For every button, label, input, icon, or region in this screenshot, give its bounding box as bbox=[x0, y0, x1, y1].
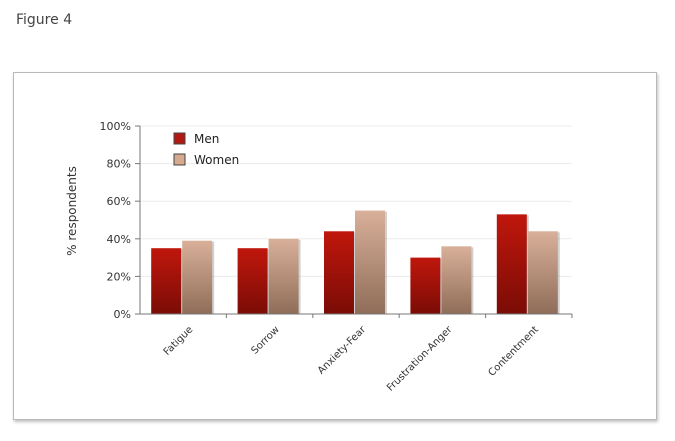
y-tick-label: 80% bbox=[107, 158, 131, 171]
x-tick-label: Contentment bbox=[487, 324, 541, 378]
bar-women-anxiety-fear bbox=[355, 210, 385, 314]
x-tick-label: Sorrow bbox=[249, 324, 281, 356]
x-tick-label: Frustration-Anger bbox=[385, 324, 455, 394]
bar-men-contentment bbox=[496, 214, 527, 314]
legend-swatch-men bbox=[173, 132, 186, 145]
y-tick-label: 0% bbox=[114, 308, 131, 321]
legend-label-women: Women bbox=[194, 153, 239, 167]
x-tick-label: Fatigue bbox=[162, 324, 196, 358]
y-tick-label: 60% bbox=[107, 195, 131, 208]
legend-label-men: Men bbox=[194, 132, 219, 146]
bar-women-sorrow bbox=[268, 238, 299, 314]
x-tick-label: Anxiety-Fear bbox=[316, 324, 369, 377]
bar-men-anxiety-fear bbox=[324, 231, 354, 314]
y-tick-label: 100% bbox=[100, 120, 131, 133]
bar-women-fatigue bbox=[182, 240, 213, 314]
bar-men-sorrow bbox=[237, 248, 268, 314]
y-tick-label: 20% bbox=[107, 270, 131, 283]
bar-men-frustration-anger bbox=[410, 257, 441, 314]
y-axis-label: % respondents bbox=[65, 166, 79, 256]
legend-swatch-women bbox=[173, 153, 186, 166]
bar-women-frustration-anger bbox=[441, 246, 472, 314]
y-tick-label: 40% bbox=[107, 233, 131, 246]
bar-women-contentment bbox=[527, 231, 558, 314]
bar-men-fatigue bbox=[151, 248, 182, 314]
figure-title: Figure 4 bbox=[16, 12, 73, 28]
